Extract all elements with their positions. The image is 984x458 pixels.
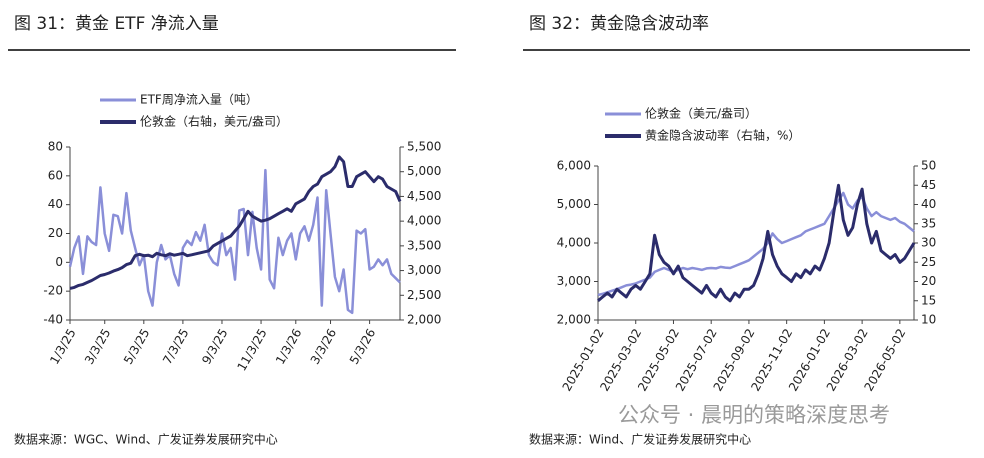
- series-line: [69, 155, 402, 290]
- y2-tick-label: 5,000: [407, 164, 441, 178]
- y2-tick-label: 2,500: [407, 288, 441, 302]
- chart-title: 图 32：黄金隐含波动率: [529, 14, 709, 34]
- source-note: 数据来源：Wind、广发证券发展研究中心: [529, 432, 751, 447]
- series-line: [68, 168, 401, 315]
- y2-tick-label: 30: [921, 236, 936, 250]
- y2-tick-label: 35: [921, 216, 936, 230]
- y2-tick-label: 10: [921, 313, 936, 327]
- legend-label: ETF周净流入量（吨）: [140, 93, 258, 107]
- y2-tick-label: 15: [921, 293, 936, 307]
- y-tick-label: 80: [48, 140, 63, 154]
- y-tick-label: 40: [48, 197, 63, 211]
- watermark: 公众号 · 晨明的策略深度思考: [618, 403, 890, 427]
- series-line: [597, 191, 915, 297]
- y-tick-label: -20: [43, 284, 63, 298]
- y2-tick-label: 40: [921, 197, 936, 211]
- y-tick-label: 20: [48, 226, 63, 240]
- y2-tick-label: 45: [921, 178, 936, 192]
- x-tick-label: 5/3/26: [347, 326, 378, 366]
- y-tick-label: 6,000: [557, 159, 591, 173]
- x-tick-label: 3/3/26: [308, 326, 339, 366]
- y-tick-label: 3,000: [557, 274, 591, 288]
- y-tick-label: -40: [43, 313, 63, 327]
- y2-tick-label: 4,500: [407, 189, 441, 203]
- y-tick-label: 5,000: [557, 197, 591, 211]
- legend-label: 黄金隐含波动率（右轴，%）: [645, 128, 800, 143]
- y-tick-label: 0: [55, 255, 63, 269]
- legend-label: 伦敦金（美元/盎司）: [645, 106, 757, 121]
- x-tick-label: 11/3/25: [234, 326, 269, 373]
- y-tick-label: 4,000: [557, 236, 591, 250]
- y-tick-label: 60: [48, 168, 63, 182]
- x-tick-label: 1/3/25: [47, 326, 78, 366]
- chart-title: 图 31：黄金 ETF 净流入量: [14, 14, 219, 34]
- x-tick-label: 1/3/26: [273, 326, 304, 366]
- x-tick-label: 5/3/25: [121, 326, 152, 366]
- y2-tick-label: 25: [921, 255, 936, 269]
- x-tick-label: 3/3/25: [82, 326, 113, 366]
- y2-tick-label: 20: [921, 274, 936, 288]
- y2-tick-label: 2,000: [407, 313, 441, 327]
- y2-tick-label: 3,000: [407, 263, 441, 277]
- y2-tick-label: 4,000: [407, 214, 441, 228]
- legend-label: 伦敦金（右轴，美元/盎司）: [140, 114, 288, 129]
- x-tick-label: 9/3/25: [199, 326, 230, 366]
- y2-tick-label: 3,500: [407, 238, 441, 252]
- y-tick-label: 2,000: [557, 313, 591, 327]
- x-tick-label: 7/3/25: [160, 326, 191, 366]
- y2-tick-label: 5,500: [407, 140, 441, 154]
- y2-tick-label: 50: [921, 159, 936, 173]
- source-note: 数据来源：WGC、Wind、广发证券发展研究中心: [14, 432, 278, 447]
- series-line: [597, 183, 916, 303]
